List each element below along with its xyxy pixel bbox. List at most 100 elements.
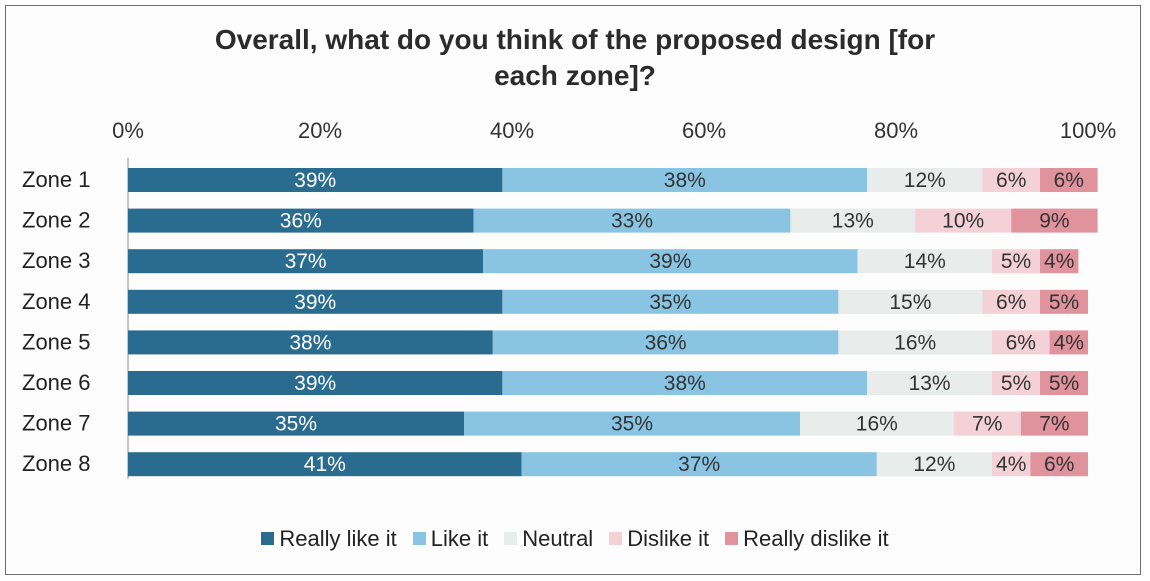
bar-segment [876,452,992,477]
bar-value-label: 39% [294,372,336,395]
bar-value-label: 6% [996,169,1026,192]
bar-value-label: 4% [996,453,1026,476]
legend-swatch [504,532,518,545]
x-axis-ticks: 0% 20% 40% 60% 80% 100% [112,118,1116,143]
bar-segment [521,452,877,477]
x-tick-label: 20% [298,118,342,143]
bar-segment [992,249,1040,274]
bar-segment [128,208,474,233]
bar-value-label: 13% [832,210,874,233]
x-tick-label: 0% [112,118,144,143]
bar-value-label: 38% [664,372,706,395]
bar-value-label: 6% [1006,331,1036,354]
bar-value-label: 35% [611,413,653,436]
bar-value-label: 12% [904,169,946,192]
bar-value-label: 35% [275,413,317,436]
bar-value-label: 14% [904,250,946,273]
bar-value-label: 37% [285,250,327,273]
chart-title-line-2: each zone]? [494,60,656,91]
bar-value-label: 5% [1049,372,1079,395]
bar-segment [1020,411,1088,436]
category-label: Zone 7 [22,411,91,436]
bar-value-label: 5% [1001,250,1031,273]
bar-value-label: 6% [1044,453,1074,476]
bar-segment [992,452,1031,477]
bar-value-label: 6% [1054,169,1084,192]
bar-value-label: 5% [1049,291,1079,314]
x-tick-label: 100% [1060,118,1116,143]
legend-item: Really dislike it [725,526,889,552]
x-tick-label: 60% [682,118,726,143]
bar-value-label: 15% [889,291,931,314]
bar-segment [838,330,992,355]
bar-value-label: 5% [1001,372,1031,395]
bar-value-label: 38% [664,169,706,192]
legend-item: Dislike it [609,526,709,552]
bar-value-label: 36% [645,331,687,354]
bar-segment [982,289,1040,314]
bar-segment [502,371,868,395]
bar-segment [1040,168,1098,192]
legend-swatch [609,532,623,545]
chart-title-line-1: Overall, what do you think of the propos… [214,24,936,55]
category-label: Zone 6 [22,370,91,395]
category-labels: Zone 1 Zone 2 Zone 3 Zone 4 Zone 5 Zone 6 Zone… [22,167,91,476]
bar-value-label: 12% [913,453,955,476]
legend-item: Really like it [261,526,397,552]
x-tick-label: 80% [874,118,918,143]
bar-segment [502,289,839,314]
bar-value-label: 33% [611,210,653,233]
bar-value-label: 38% [289,331,331,354]
bar-value-label: 35% [649,291,691,314]
category-label: Zone 5 [22,329,91,354]
bar-segment [838,289,983,314]
bar-value-label: 39% [649,250,691,273]
bar-value-label: 4% [1054,331,1084,354]
legend-label: Really like it [279,526,397,551]
bar-segment [128,168,503,192]
bar-value-label: 10% [942,210,984,233]
legend-swatch [261,532,275,545]
bar-segment [128,411,464,436]
bar-segment [483,249,858,274]
bar-segment [1049,330,1088,355]
legend-item: Like it [412,526,488,552]
bar-segment [953,411,1021,436]
category-label: Zone 4 [22,289,91,314]
bar-segment [473,208,791,233]
bar-segment [915,208,1012,233]
bar-value-label: 4% [1044,250,1074,273]
bar-segment [992,371,1040,395]
category-label: Zone 1 [22,167,91,192]
bar-segment [1040,371,1088,395]
bar-segment [857,249,992,274]
bar-segment [128,289,503,314]
bar-value-label: 39% [294,291,336,314]
bar-segment [982,168,1040,192]
bar-segment [1040,249,1079,274]
legend-swatch [725,532,739,545]
legend-label: Dislike it [627,526,710,551]
category-label: Zone 2 [22,208,91,233]
category-label: Zone 3 [22,248,91,273]
category-label: Zone 8 [22,451,91,476]
legend-label: Neutral [522,526,594,551]
legend-swatch [412,532,426,545]
bar-segment [1040,289,1088,314]
bar-segment [492,330,839,355]
bar-segment [992,330,1050,355]
bar-segment [128,371,503,395]
bar-segment [1030,452,1088,477]
bar-area: 39% 38% 12% 6% 6% 36% 33% 13% 10% 9% 37% 39% 14% 5% 4%… [127,158,1098,479]
chart-title: Overall, what do you think of the propos… [0,22,1150,94]
legend-label: Really dislike it [743,526,889,551]
bar-segment [128,330,493,355]
bar-segment [790,208,916,233]
bar-segment [867,371,992,395]
legend-item: Neutral [504,526,593,552]
chart-legend: Really like it Like it Neutral Dislike it Re… [0,526,1150,552]
bar-segment [800,411,954,436]
bar-segment [502,168,868,192]
bar-segment [1011,208,1098,233]
